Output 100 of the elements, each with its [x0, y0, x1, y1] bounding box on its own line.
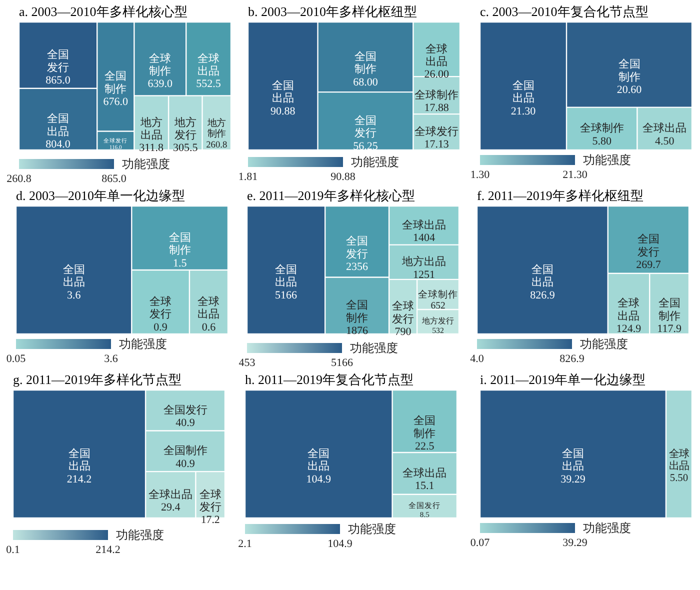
category-label: 地方制作 — [206, 118, 226, 140]
data-label: 17.13 — [424, 138, 450, 151]
data-label: 124.9 — [616, 322, 642, 335]
text: c. 2003—2010年复合化节点型 — [480, 4, 648, 19]
category-label: 全国制作 — [104, 70, 127, 96]
text: i. 2011—2019年单一化边缘型 — [480, 372, 646, 387]
data-label: 29.4 — [160, 501, 181, 514]
category-label: 全球制作 — [149, 52, 172, 78]
text: 0.05 — [6, 353, 26, 365]
data-label: 5.50 — [670, 473, 688, 484]
data-label: 68.00 — [353, 76, 378, 88]
category-label: 全国出品 — [47, 113, 70, 138]
text: 104.9 — [328, 538, 353, 550]
text: 453 — [238, 357, 256, 369]
data-label: 5.80 — [592, 135, 612, 148]
text: f. 2011—2019年多样化枢纽型 — [477, 188, 644, 203]
text: h. 2011—2019年复合化节点型 — [245, 372, 414, 387]
data-label: 90.88 — [270, 105, 296, 118]
text: d. 2003—2010年单一化边缘型 — [16, 188, 185, 203]
text: e. 2011—2019年多样化核心型 — [247, 188, 415, 203]
text: 214.2 — [96, 544, 120, 556]
category-label: 全球出品 — [402, 218, 446, 232]
color-bar-title: 功能强度 — [350, 341, 398, 355]
color-bar-title: 功能强度 — [348, 522, 396, 536]
category-label: 全国制作 — [168, 232, 191, 257]
data-label: 676.0 — [103, 96, 128, 108]
text: 0.1 — [6, 544, 20, 556]
category-label: 全国制作 — [658, 298, 680, 322]
data-label: 652 — [430, 300, 446, 312]
data-label: 804.0 — [46, 138, 71, 150]
data-label: 269.7 — [636, 258, 662, 271]
category-label: 全球制作 — [418, 288, 458, 300]
data-label: 826.9 — [530, 289, 556, 302]
text: 826.9 — [560, 353, 585, 365]
text: 2.1 — [238, 538, 252, 550]
category-label: 全国制作 — [618, 58, 640, 84]
category-label: 全国发行 — [354, 115, 376, 140]
category-label: 全国出品 — [272, 80, 294, 105]
color-bar-title: 功能强度 — [116, 528, 164, 542]
category-label: 全球出品 — [402, 466, 447, 480]
text: 90.88 — [330, 171, 356, 183]
text: 1.30 — [470, 169, 490, 181]
text: 3.6 — [104, 353, 118, 365]
category-label: 全球出品 — [642, 122, 687, 135]
data-label: 3.6 — [66, 289, 82, 302]
category-label: 全球发行 — [414, 125, 459, 138]
text: 5166 — [331, 357, 354, 369]
category-label: 全国出品 — [68, 448, 90, 473]
data-label: 56.25 — [353, 140, 378, 152]
category-label: 全国出品 — [275, 264, 298, 289]
text: 260.8 — [6, 173, 32, 185]
category-label: 全国发行 — [47, 49, 70, 74]
data-label: 260.8 — [206, 140, 228, 150]
data-label: 639.0 — [148, 78, 173, 90]
category-label: 全球出品 — [148, 488, 193, 501]
data-label: 1.5 — [172, 257, 188, 270]
data-label: 17.2 — [200, 514, 220, 526]
text: 39.29 — [562, 537, 588, 549]
data-label: 865.0 — [46, 74, 71, 86]
category-label: 全球出品 — [618, 296, 640, 322]
data-label: 4.50 — [654, 135, 675, 148]
text: b. 2003—2010年多样化枢纽型 — [248, 4, 417, 19]
text: 865.0 — [102, 173, 127, 185]
data-label: 40.9 — [176, 417, 196, 430]
text: 1.81 — [238, 171, 258, 183]
data-label: 39.29 — [560, 473, 586, 486]
color-bar-title: 功能强度 — [122, 157, 170, 171]
category-label: 全球发行 — [150, 295, 172, 321]
category-label: 全球制作 — [414, 88, 459, 102]
color-bar-title: 功能强度 — [583, 153, 631, 167]
category-label: 全国制作 — [346, 300, 368, 324]
text: a. 2003—2010年多样化核心型 — [19, 4, 188, 19]
data-label: 1404 — [413, 232, 436, 244]
data-label: 21.30 — [510, 105, 536, 118]
text: g. 2011—2019年多样化节点型 — [13, 372, 182, 387]
category-label: 地方发行 — [173, 116, 196, 142]
category-label: 全国发行 — [163, 404, 208, 416]
color-bar-title: 功能强度 — [119, 337, 167, 351]
data-label: 5166 — [275, 289, 298, 302]
category-label: 全国出品 — [512, 80, 534, 105]
data-label: 15.1 — [415, 480, 434, 492]
category-label: 地方出品 — [139, 116, 162, 142]
category-label: 全球出品 — [426, 42, 448, 68]
text: 0.07 — [470, 537, 490, 549]
color-bar-title: 功能强度 — [583, 521, 631, 535]
data-label: 305.5 — [173, 142, 198, 154]
color-bar-title: 功能强度 — [580, 337, 628, 351]
data-label: 311.8 — [139, 142, 164, 154]
data-label: 20.60 — [616, 84, 642, 96]
category-label: 全国出品 — [308, 448, 330, 473]
category-label: 全国发行 — [346, 236, 368, 260]
category-label: 全球制作 — [580, 122, 624, 135]
category-label: 地方出品 — [401, 255, 446, 268]
data-label: 104.9 — [306, 473, 332, 486]
data-label: 1251 — [413, 268, 436, 281]
data-label: 0.9 — [154, 321, 168, 334]
category-label: 全国出品 — [531, 264, 554, 289]
category-label: 全国发行 — [637, 234, 660, 258]
category-label: 全球出品 — [198, 295, 220, 321]
data-label: 2356 — [346, 260, 369, 273]
